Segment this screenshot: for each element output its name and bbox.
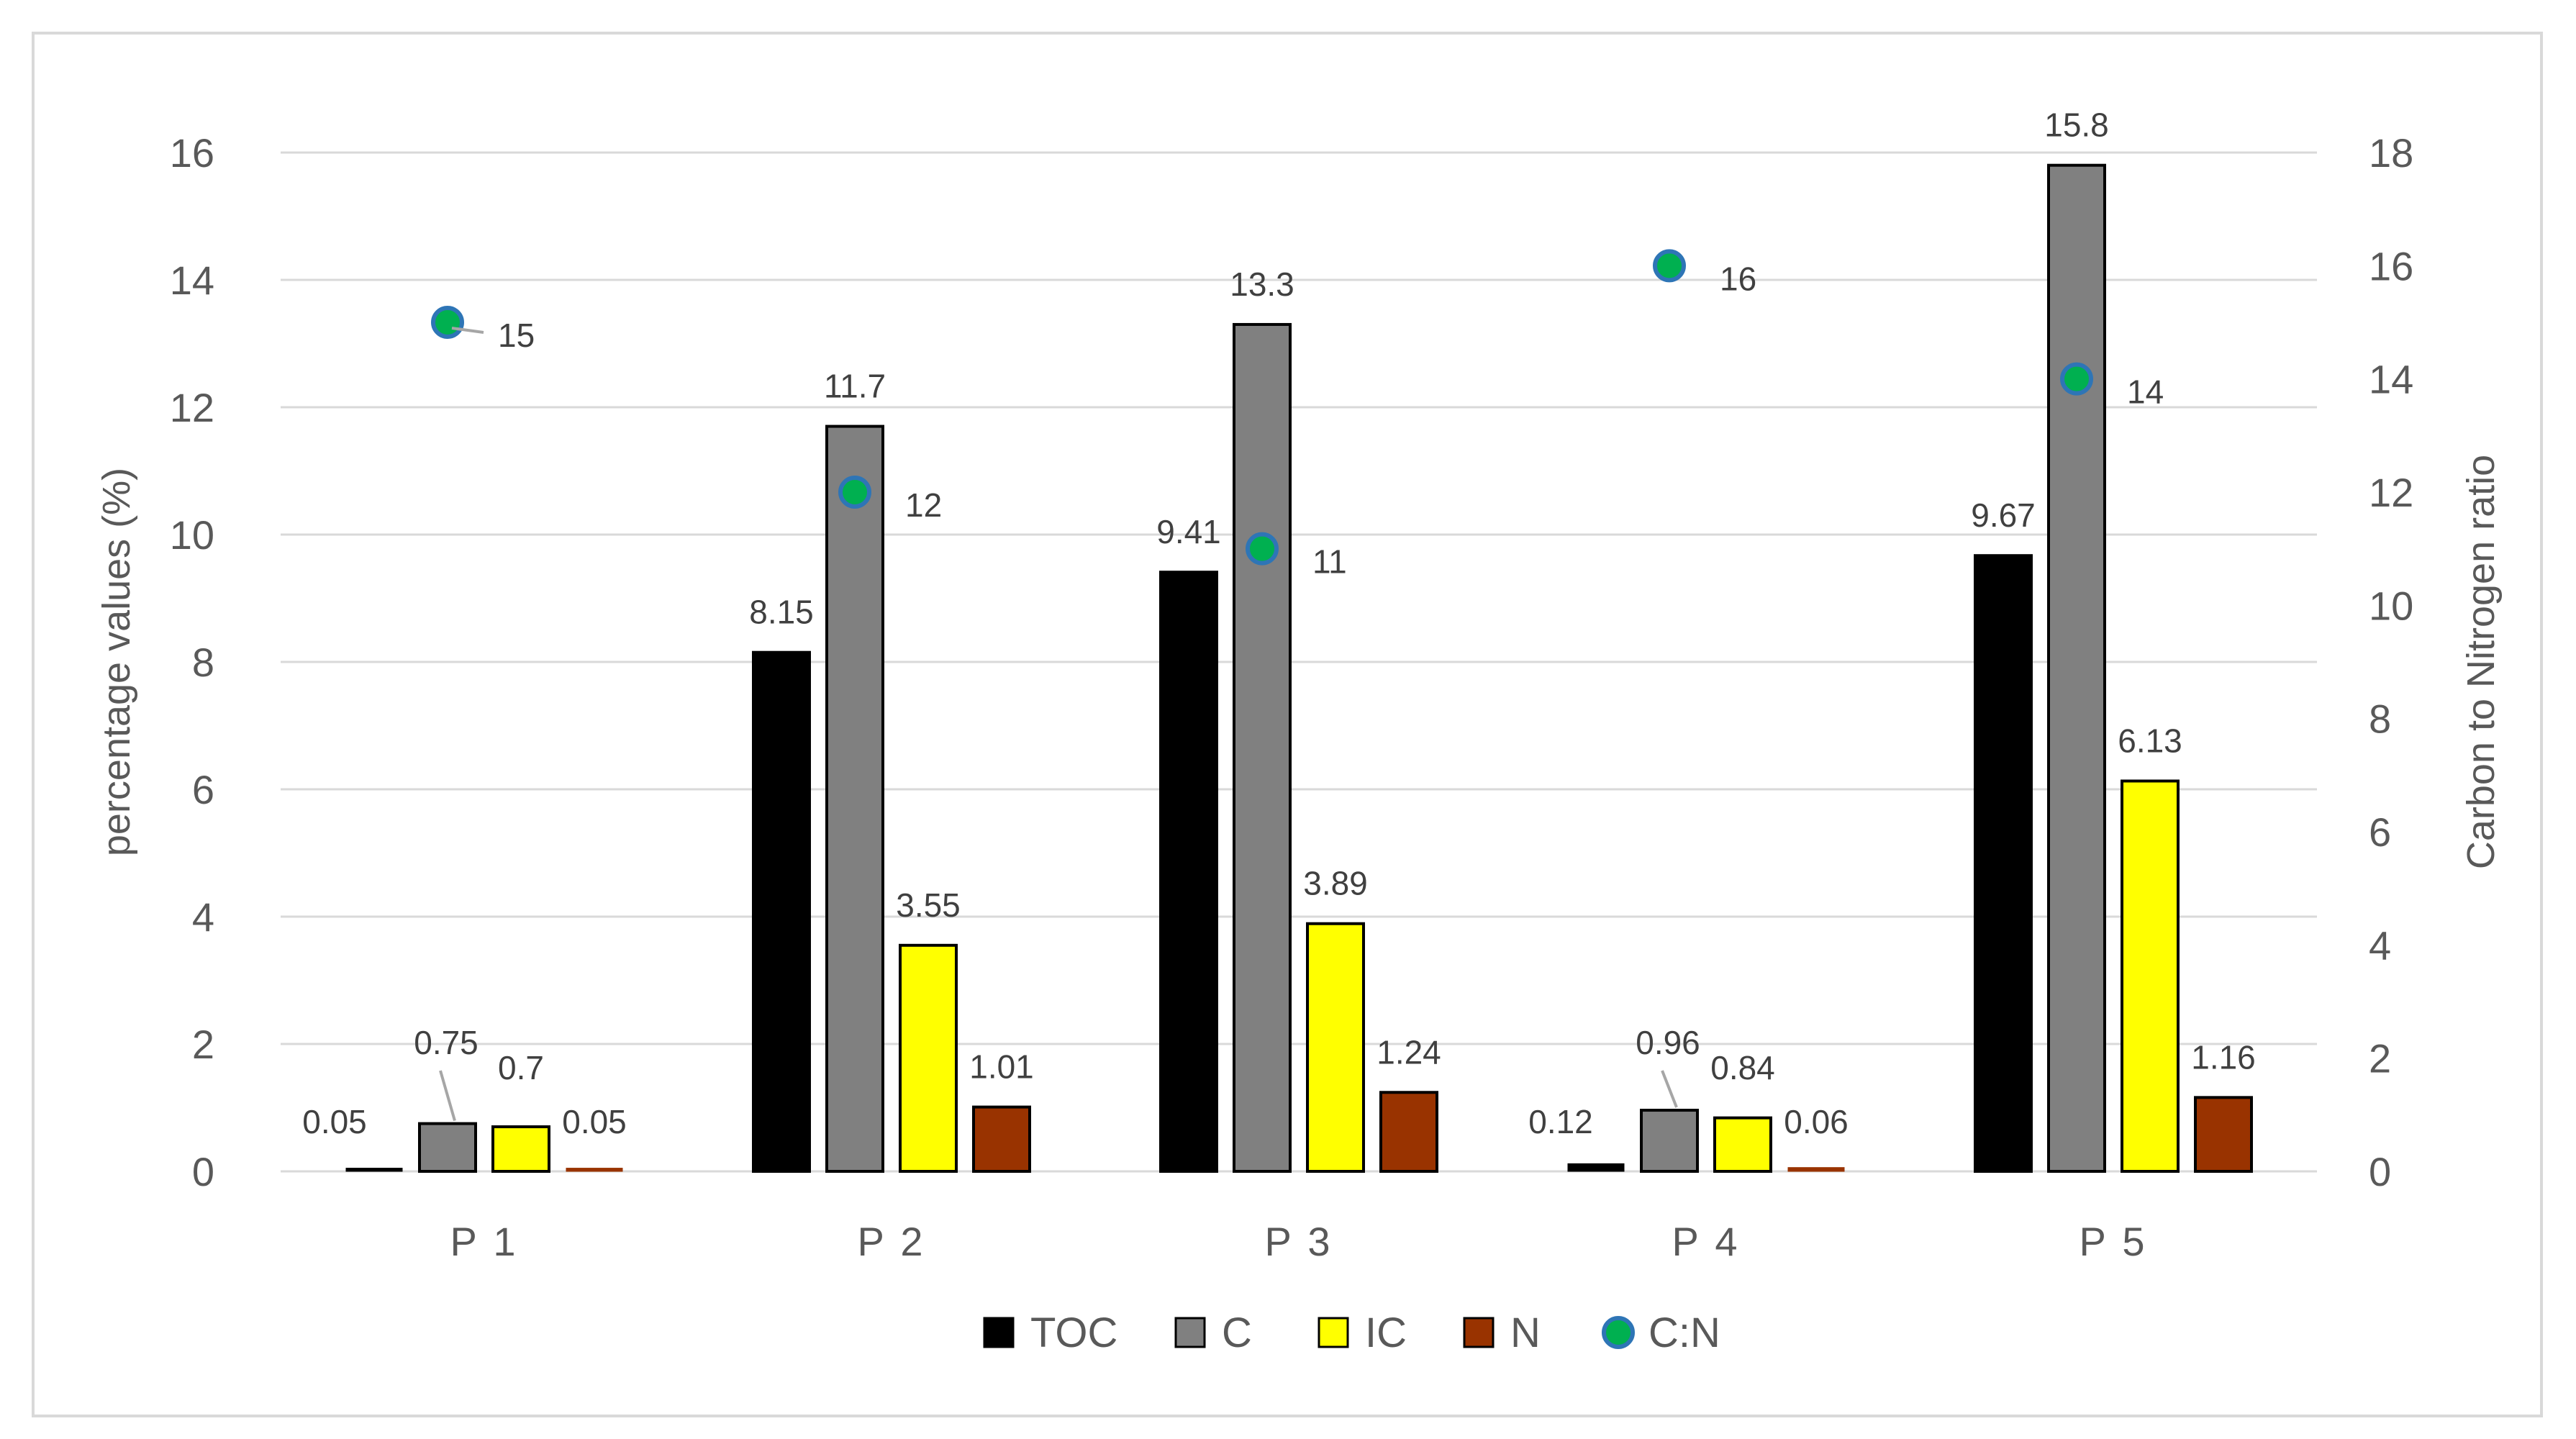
legend-label: TOC bbox=[1030, 1309, 1117, 1356]
cn-data-label: 15 bbox=[498, 317, 535, 354]
bar-ic bbox=[2121, 779, 2180, 1173]
legend-label: C bbox=[1222, 1309, 1252, 1356]
leader-line bbox=[439, 1070, 456, 1122]
y-right-tick-label: 16 bbox=[2369, 243, 2413, 289]
bar-data-label: 0.05 bbox=[302, 1103, 367, 1140]
bar-n bbox=[1379, 1091, 1438, 1174]
bar-data-label: 1.16 bbox=[2191, 1038, 2256, 1076]
legend-swatch-ic bbox=[1318, 1317, 1349, 1348]
y-right-tick-label: 10 bbox=[2369, 583, 2413, 628]
bar-n bbox=[1787, 1167, 1845, 1172]
chart-frame bbox=[32, 32, 2543, 1417]
y-right-tick-label: 12 bbox=[2369, 470, 2413, 515]
bar-data-label: 0.06 bbox=[1784, 1103, 1849, 1140]
bar-data-label: 3.55 bbox=[896, 886, 961, 924]
cn-data-label: 11 bbox=[1312, 543, 1347, 581]
y-tick-label: 0 bbox=[192, 1149, 214, 1194]
bar-n bbox=[566, 1168, 623, 1172]
legend-swatch-c bbox=[1174, 1317, 1206, 1348]
y-tick-label: 14 bbox=[170, 258, 214, 303]
y-tick-label: 2 bbox=[192, 1022, 214, 1067]
bar-data-label: 1.24 bbox=[1377, 1033, 1441, 1071]
bar-data-label: 13.3 bbox=[1230, 265, 1294, 303]
bar-data-label: 0.96 bbox=[1636, 1024, 1700, 1061]
bar-c bbox=[1233, 322, 1292, 1174]
y-right-tick-label: 4 bbox=[2369, 922, 2391, 968]
cn-data-label: 14 bbox=[2127, 373, 2164, 411]
x-category-label: P 1 bbox=[450, 1219, 518, 1264]
bar-data-label: 9.41 bbox=[1156, 513, 1221, 550]
bar-c bbox=[2047, 163, 2106, 1174]
legend-label: IC bbox=[1365, 1309, 1407, 1356]
leader-line bbox=[1661, 1070, 1678, 1108]
x-category-label: P 5 bbox=[2079, 1219, 2147, 1264]
bar-data-label: 0.75 bbox=[414, 1024, 479, 1061]
bar-ic bbox=[1306, 922, 1365, 1173]
y-right-axis-title: Carbon to Nitrogen ratio bbox=[2459, 455, 2503, 869]
bar-c bbox=[825, 425, 884, 1173]
bar-toc bbox=[752, 650, 811, 1173]
bar-n bbox=[972, 1105, 1031, 1173]
bar-ic bbox=[899, 943, 958, 1173]
y-tick-label: 12 bbox=[170, 385, 214, 430]
y-right-tick-label: 18 bbox=[2369, 130, 2413, 176]
bar-toc bbox=[345, 1168, 403, 1172]
y-tick-label: 4 bbox=[192, 894, 214, 940]
y-right-tick-label: 0 bbox=[2369, 1149, 2391, 1194]
y-axis-title: percentage values (%) bbox=[95, 468, 138, 856]
x-category-label: P 4 bbox=[1672, 1219, 1740, 1264]
bar-data-label: 6.13 bbox=[2118, 722, 2182, 759]
cn-data-label: 12 bbox=[905, 486, 942, 524]
y-right-tick-label: 2 bbox=[2369, 1036, 2391, 1081]
bar-ic bbox=[1713, 1116, 1772, 1174]
bar-data-label: 11.7 bbox=[824, 368, 886, 405]
y-tick-label: 8 bbox=[192, 640, 214, 685]
legend-swatch-cn bbox=[1602, 1316, 1635, 1349]
y-tick-label: 16 bbox=[170, 130, 214, 176]
y-tick-label: 6 bbox=[192, 767, 214, 812]
legend-label: C:N bbox=[1648, 1309, 1720, 1356]
y-right-tick-label: 14 bbox=[2369, 357, 2413, 402]
bar-data-label: 1.01 bbox=[969, 1048, 1034, 1086]
bar-toc bbox=[1974, 554, 2033, 1173]
bar-c bbox=[1640, 1109, 1699, 1174]
cn-marker bbox=[2060, 362, 2093, 396]
legend-swatch-toc bbox=[983, 1317, 1015, 1348]
cn-marker bbox=[1246, 532, 1279, 566]
legend-label: N bbox=[1510, 1309, 1541, 1356]
bar-data-label: 15.8 bbox=[2044, 106, 2109, 144]
bar-toc bbox=[1567, 1163, 1625, 1172]
leader-line bbox=[451, 327, 484, 334]
bar-toc bbox=[1159, 571, 1218, 1173]
bar-data-label: 0.12 bbox=[1528, 1103, 1593, 1140]
bar-data-label: 3.89 bbox=[1303, 865, 1368, 902]
y-tick-label: 10 bbox=[170, 512, 214, 558]
bar-n bbox=[2194, 1096, 2253, 1173]
bar-data-label: 0.7 bbox=[498, 1049, 544, 1086]
bar-data-label: 0.05 bbox=[562, 1103, 627, 1140]
bar-data-label: 0.84 bbox=[1710, 1049, 1775, 1086]
y-right-tick-label: 8 bbox=[2369, 696, 2391, 742]
cn-marker bbox=[1653, 249, 1686, 283]
x-category-label: P 3 bbox=[1264, 1219, 1333, 1264]
cn-marker bbox=[838, 476, 871, 509]
bar-c bbox=[418, 1122, 477, 1173]
bar-data-label: 9.67 bbox=[1971, 496, 2036, 534]
legend-swatch-n bbox=[1463, 1317, 1495, 1348]
y-right-tick-label: 6 bbox=[2369, 809, 2391, 855]
bar-ic bbox=[491, 1125, 550, 1174]
cn-marker bbox=[431, 306, 464, 339]
bar-data-label: 8.15 bbox=[749, 594, 814, 631]
cn-data-label: 16 bbox=[1720, 260, 1756, 297]
x-category-label: P 2 bbox=[857, 1219, 925, 1264]
